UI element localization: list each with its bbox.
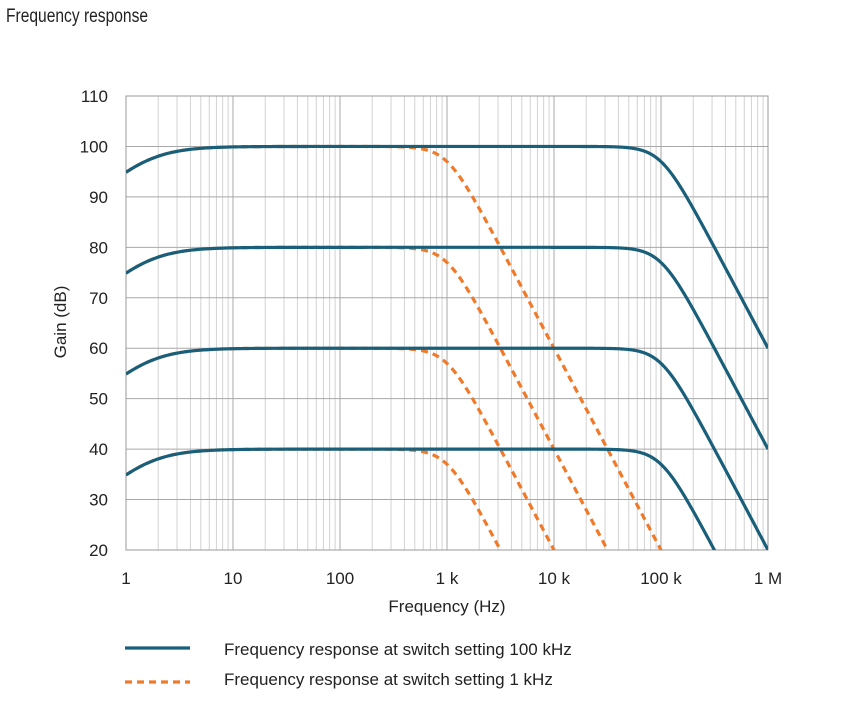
x-tick-label: 10 k (538, 569, 571, 588)
y-tick-label: 30 (89, 491, 108, 510)
x-tick-labels: 1 10 100 1 k 10 k 100 k 1 M (121, 569, 782, 588)
y-tick-label: 70 (89, 289, 108, 308)
series-line-100khz-100db (126, 144, 768, 349)
y-tick-label: 110 (81, 87, 108, 106)
legend-label-1khz: Frequency response at switch setting 1 k… (224, 670, 553, 689)
y-tick-label: 40 (89, 440, 108, 459)
series-layer (126, 144, 768, 550)
y-tick-label: 80 (89, 238, 108, 257)
y-tick-label: 20 (89, 541, 108, 560)
legend-label-100khz: Frequency response at switch setting 100… (224, 640, 572, 659)
y-tick-label: 90 (89, 188, 108, 207)
series-line-100khz-80db (126, 245, 768, 450)
x-tick-label: 1 (121, 569, 130, 588)
x-tick-label: 1 M (754, 569, 782, 588)
x-axis-label: Frequency (Hz) (388, 597, 505, 616)
y-axis-label: Gain (dB) (51, 286, 70, 359)
series-line-100khz-40db (126, 447, 717, 550)
legend: Frequency response at switch setting 100… (125, 640, 572, 689)
y-tick-label: 100 (80, 137, 108, 156)
x-tick-label: 100 (326, 569, 354, 588)
x-tick-label: 100 k (640, 569, 682, 588)
page-title: Frequency response (6, 6, 149, 27)
grid-minor (157, 96, 764, 550)
y-tick-label: 60 (89, 339, 108, 358)
x-tick-label: 10 (224, 569, 243, 588)
series-line-100khz-60db (126, 346, 768, 550)
x-tick-label: 1 k (436, 569, 459, 588)
y-tick-label: 50 (89, 390, 108, 409)
y-tick-labels: 20 30 40 50 60 70 80 90 100 110 (80, 87, 108, 560)
plot-frame (125, 95, 769, 551)
